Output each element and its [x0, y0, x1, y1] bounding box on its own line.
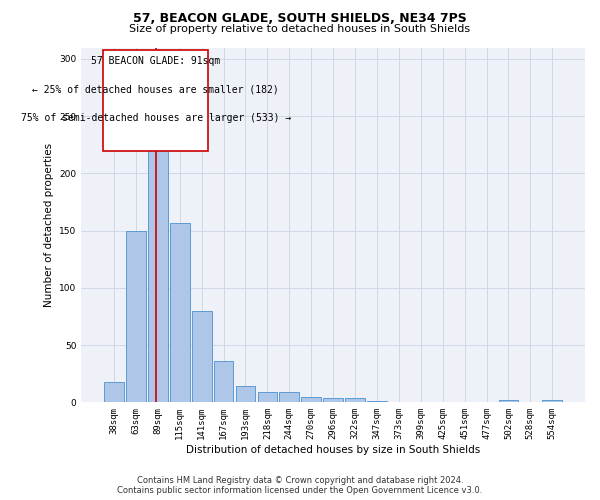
- Bar: [148, 134, 167, 402]
- Bar: [499, 400, 518, 402]
- Bar: [323, 398, 343, 402]
- Text: Contains HM Land Registry data © Crown copyright and database right 2024.
Contai: Contains HM Land Registry data © Crown c…: [118, 476, 482, 495]
- Bar: [367, 401, 387, 402]
- Text: 57 BEACON GLADE: 91sqm: 57 BEACON GLADE: 91sqm: [91, 56, 220, 66]
- Bar: [170, 222, 190, 402]
- Bar: [236, 386, 256, 402]
- Bar: [214, 361, 233, 403]
- Bar: [192, 311, 212, 402]
- X-axis label: Distribution of detached houses by size in South Shields: Distribution of detached houses by size …: [186, 445, 480, 455]
- FancyBboxPatch shape: [103, 50, 208, 150]
- Text: 57, BEACON GLADE, SOUTH SHIELDS, NE34 7PS: 57, BEACON GLADE, SOUTH SHIELDS, NE34 7P…: [133, 12, 467, 26]
- Bar: [257, 392, 277, 402]
- Text: Size of property relative to detached houses in South Shields: Size of property relative to detached ho…: [130, 24, 470, 34]
- Bar: [280, 392, 299, 402]
- Text: ← 25% of detached houses are smaller (182): ← 25% of detached houses are smaller (18…: [32, 84, 279, 94]
- Bar: [345, 398, 365, 402]
- Bar: [301, 396, 321, 402]
- Text: 75% of semi-detached houses are larger (533) →: 75% of semi-detached houses are larger (…: [21, 113, 291, 123]
- Bar: [542, 400, 562, 402]
- Y-axis label: Number of detached properties: Number of detached properties: [44, 143, 53, 307]
- Bar: [104, 382, 124, 402]
- Bar: [126, 230, 146, 402]
